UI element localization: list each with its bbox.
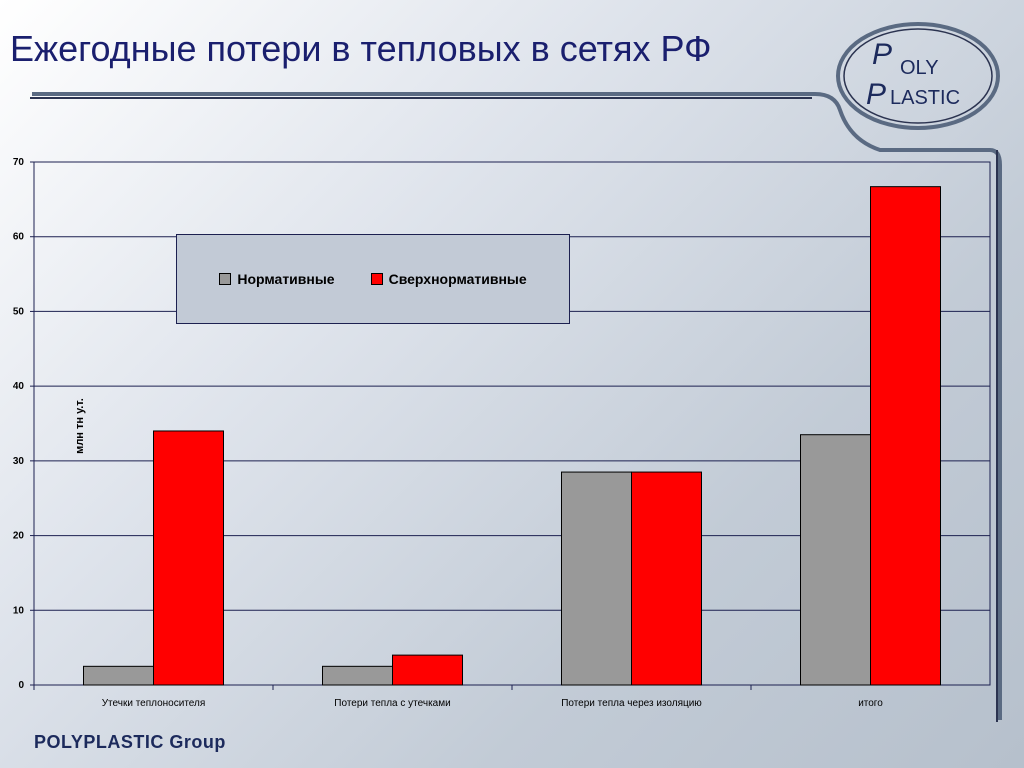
y-tick-label: 30 — [13, 456, 25, 467]
x-tick-label: Потери тепла с утечками — [334, 698, 450, 709]
y-tick-label: 40 — [13, 381, 25, 392]
y-axis-label: млн тн у.т. — [74, 398, 86, 454]
legend-item-normative: Нормативные — [219, 271, 335, 287]
legend-swatch-excess — [370, 273, 383, 285]
footer-brand: POLYPLASTIC Group — [34, 732, 226, 752]
bar-normative-3 — [800, 434, 871, 686]
x-tick-label: итого — [858, 698, 883, 709]
y-tick-label: 10 — [13, 605, 25, 616]
legend-label-excess: Сверхнормативные — [388, 271, 527, 287]
y-tick-label: 0 — [18, 680, 24, 691]
x-tick-label: Потери тепла через изоляцию — [561, 698, 702, 709]
legend-swatch-normative — [219, 273, 232, 285]
bar-excess-1 — [392, 654, 463, 686]
y-tick-label: 50 — [13, 306, 25, 317]
y-tick-label: 60 — [13, 232, 25, 243]
bar-normative-0 — [83, 665, 154, 686]
chart-legend: Нормативные Сверхнормативные — [176, 234, 570, 324]
legend-item-excess: Сверхнормативные — [370, 271, 527, 287]
bar-normative-1 — [322, 665, 393, 686]
bar-excess-0 — [153, 430, 224, 686]
y-tick-label: 70 — [13, 157, 25, 168]
bar-normative-2 — [561, 471, 632, 686]
bar-excess-2 — [631, 471, 702, 686]
y-tick-label: 20 — [13, 531, 25, 542]
x-tick-label: Утечки теплоносителя — [102, 698, 206, 709]
slide-title: Ежегодные потери в тепловых в сетях РФ — [10, 28, 712, 69]
legend-label-normative: Нормативные — [237, 271, 335, 287]
bar-excess-3 — [870, 186, 941, 686]
